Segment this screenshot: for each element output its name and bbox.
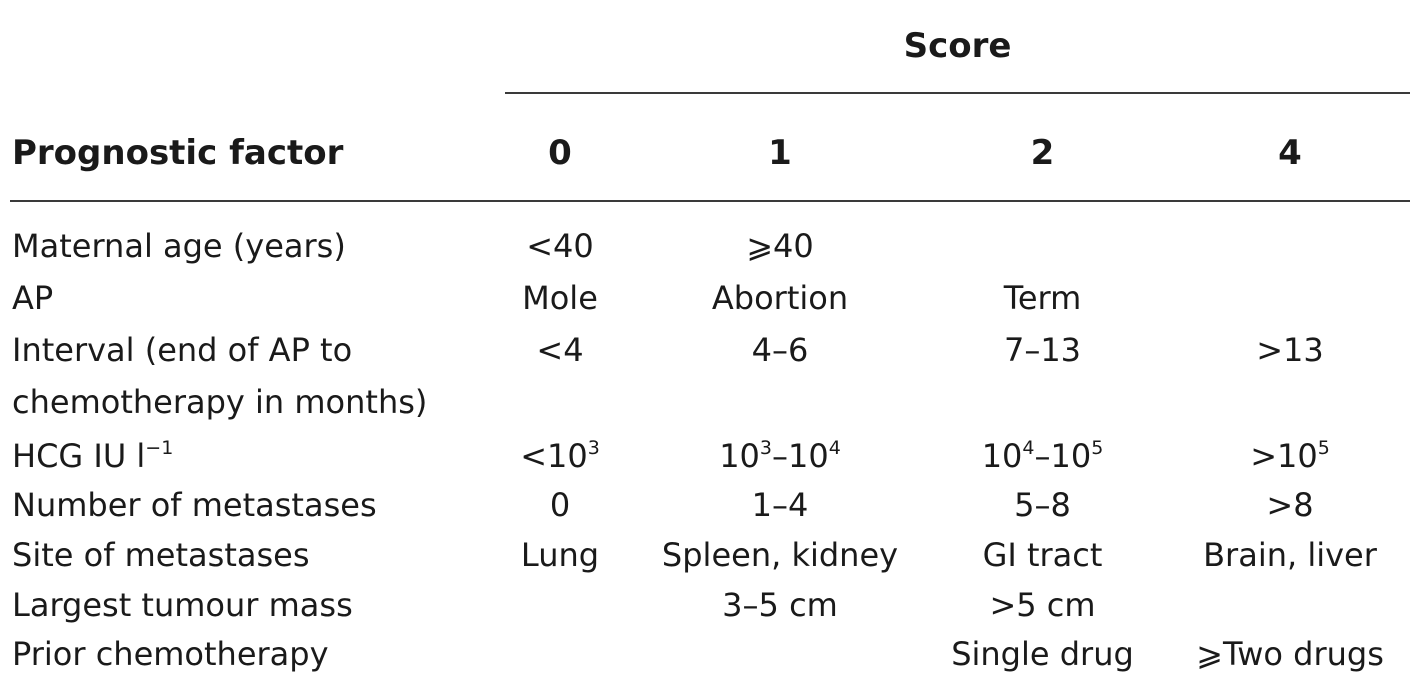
cell-score-0	[505, 630, 615, 678]
cell-score-2	[935, 222, 1150, 270]
cell-superscript: 3	[587, 437, 600, 459]
cell-score-2: 5–8	[1014, 486, 1071, 524]
table-row: Maternal age (years) <40 ⩾40	[0, 222, 1410, 270]
cell-score-1: 4–6	[751, 331, 809, 369]
cell-score-1: 3–5 cm	[722, 586, 838, 624]
table-row: Interval (end of AP to <4 4–6 7–13 >13	[0, 326, 1410, 374]
cell-text: –10	[1034, 437, 1092, 475]
cell-score-0: <4	[536, 331, 584, 369]
cell-score-2: >5 cm	[989, 586, 1096, 624]
cell-text: <10	[520, 437, 588, 475]
column-header-score-1: 1	[768, 133, 792, 173]
header-rule	[10, 200, 1410, 202]
cell-score-4: >105	[1170, 432, 1410, 480]
row-factor-label: Number of metastases	[12, 486, 377, 524]
cell-score-0	[505, 378, 615, 426]
row-factor-label: Maternal age (years)	[12, 227, 346, 265]
cell-score-2	[935, 378, 1150, 426]
cell-score-1	[640, 378, 920, 426]
row-factor-label: Prior chemotherapy	[12, 635, 329, 673]
factor-text: HCG IU l	[12, 437, 146, 475]
cell-superscript: 5	[1317, 437, 1330, 459]
row-factor-label: AP	[12, 279, 54, 317]
table-row: Prior chemotherapy Single drug ⩾Two drug…	[0, 630, 1410, 678]
table-row: Site of metastases Lung Spleen, kidney G…	[0, 531, 1410, 579]
cell-score-4: >13	[1256, 331, 1324, 369]
column-header-score-0: 0	[548, 133, 572, 173]
cell-score-2: GI tract	[982, 536, 1103, 574]
score-rule	[505, 92, 1410, 94]
cell-score-4	[1170, 378, 1410, 426]
cell-score-0: <40	[526, 227, 594, 265]
cell-text: –10	[772, 437, 829, 475]
cell-score-1: Spleen, kidney	[661, 536, 899, 574]
table-row: HCG IU l−1 <103 103–104 104–105 >105	[0, 432, 1410, 480]
cell-text: >10	[1250, 437, 1318, 475]
column-header-score-4: 4	[1278, 133, 1302, 173]
cell-superscript: 4	[1022, 437, 1035, 459]
row-factor-label: Largest tumour mass	[12, 586, 353, 624]
cell-score-0: Lung	[520, 536, 600, 574]
cell-superscript: 4	[828, 437, 841, 459]
table-row: AP Mole Abortion Term	[0, 274, 1410, 322]
column-header-factor: Prognostic factor	[12, 133, 344, 173]
column-header-score-2: 2	[1030, 133, 1055, 173]
cell-score-4	[1170, 274, 1410, 322]
cell-score-4: >8	[1266, 486, 1314, 524]
cell-score-0: <103	[505, 432, 615, 480]
cell-score-4	[1170, 581, 1410, 629]
row-factor-label: Interval (end of AP to	[12, 331, 353, 369]
row-factor-label: chemotherapy in months)	[12, 383, 428, 421]
score-header: Score	[903, 26, 1012, 66]
factor-superscript: −1	[145, 437, 174, 459]
cell-superscript: 3	[759, 437, 772, 459]
cell-score-1: ⩾40	[746, 227, 814, 265]
cell-score-4: ⩾Two drugs	[1196, 635, 1384, 673]
cell-score-1	[640, 630, 920, 678]
cell-score-1: Abortion	[711, 279, 849, 317]
cell-score-2: 7–13	[1003, 331, 1082, 369]
cell-score-0: 0	[549, 486, 571, 524]
cell-text: 10	[981, 437, 1023, 475]
cell-score-0	[505, 581, 615, 629]
cell-score-1: 103–104	[640, 432, 920, 480]
cell-score-2: 104–105	[935, 432, 1150, 480]
row-factor-label: HCG IU l−1	[12, 432, 492, 480]
cell-score-0: Mole	[522, 279, 598, 317]
table-row: Largest tumour mass 3–5 cm >5 cm	[0, 581, 1410, 629]
row-factor-label: Site of metastases	[12, 536, 310, 574]
cell-score-2: Term	[1003, 279, 1082, 317]
cell-text: 10	[719, 437, 760, 475]
cell-score-4	[1170, 222, 1410, 270]
table-row: Number of metastases 0 1–4 5–8 >8	[0, 481, 1410, 529]
cell-score-4: Brain, liver	[1203, 536, 1377, 574]
cell-score-2: Single drug	[951, 635, 1134, 673]
table-row: chemotherapy in months)	[0, 378, 1410, 426]
cell-score-1: 1–4	[751, 486, 809, 524]
cell-superscript: 5	[1091, 437, 1104, 459]
